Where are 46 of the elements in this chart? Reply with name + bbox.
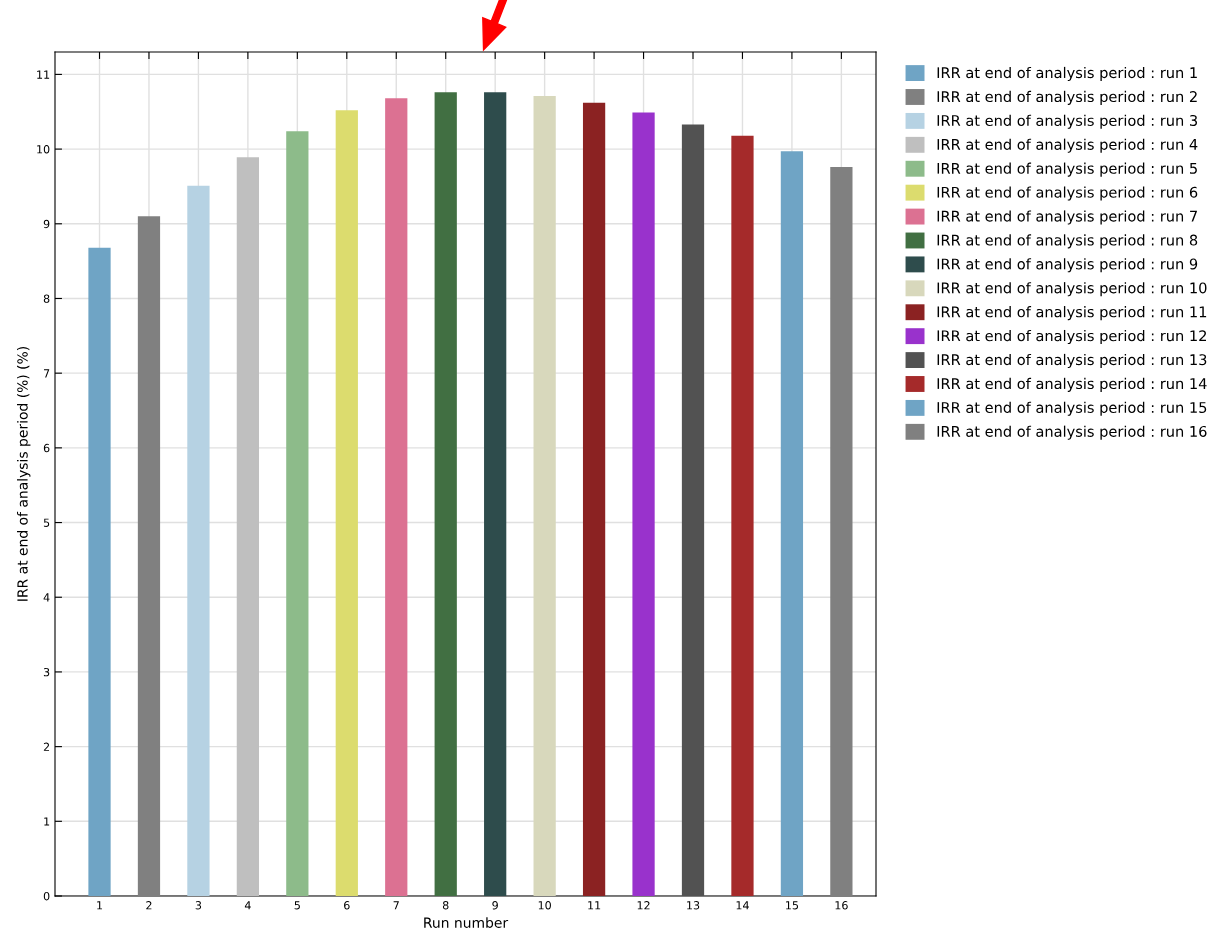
x-tick-label: 10 [538,901,551,910]
y-tick-label: 4 [43,593,50,602]
y-tick-label: 7 [43,369,50,378]
x-tick-label: 16 [835,901,848,910]
legend-label: IRR at end of analysis period : run 8 [937,234,1198,249]
x-tick-label: 5 [294,901,300,910]
legend-label: IRR at end of analysis period : run 5 [937,162,1197,177]
legend-label: IRR at end of analysis period : run 14 [937,377,1207,392]
x-tick-label: 3 [195,901,202,910]
y-tick-label: 3 [43,667,50,677]
y-tick-label: 0 [43,891,50,901]
x-tick-label: 2 [146,901,152,910]
y-tick-label: 5 [43,518,50,527]
x-axis-title: Run number [424,917,509,928]
x-tick-label: 14 [736,901,749,910]
x-tick-label: 6 [344,901,350,910]
x-tick-label: 9 [492,901,498,910]
legend-label: IRR at end of analysis period : run 7 [937,210,1197,225]
x-tick-label: 1 [97,901,103,910]
legend-label: IRR at end of analysis period : run 10 [937,282,1207,297]
y-tick-label: 1 [44,817,50,826]
x-tick-label: 12 [637,901,650,910]
y-tick-label: 9 [43,219,50,229]
y-tick-label: 2 [43,742,50,751]
legend-label: IRR at end of analysis period : run 11 [937,306,1207,321]
y-tick-label: 6 [43,443,50,453]
legend-label: IRR at end of analysis period : run 4 [937,138,1198,153]
legend-label: IRR at end of analysis period : run 1 [937,66,1197,81]
legend-label: IRR at end of analysis period : run 15 [937,401,1207,416]
x-tick-label: 15 [786,901,799,910]
x-tick-label: 7 [393,901,399,910]
x-tick-label: 11 [588,901,601,910]
x-tick-label: 13 [687,901,700,910]
legend-label: IRR at end of analysis period : run 13 [937,353,1207,368]
y-tick-label: 10 [37,145,50,154]
legend-label: IRR at end of analysis period : run 12 [937,329,1206,345]
x-tick-label: 4 [244,901,251,910]
legend-label: IRR at end of analysis period : run 9 [937,258,1198,273]
legend-label: IRR at end of analysis period : run 2 [937,90,1197,105]
legend-label: IRR at end of analysis period : run 6 [937,186,1198,201]
x-tick-label: 8 [442,901,449,910]
y-tick-label: 11 [37,70,50,79]
legend-label: IRR at end of analysis period : run 16 [937,425,1207,440]
y-tick-label: 8 [43,294,50,303]
y-axis-title: IRR at end of analysis period (%) (%) [17,347,31,601]
legend-label: IRR at end of analysis period : run 3 [937,114,1198,129]
